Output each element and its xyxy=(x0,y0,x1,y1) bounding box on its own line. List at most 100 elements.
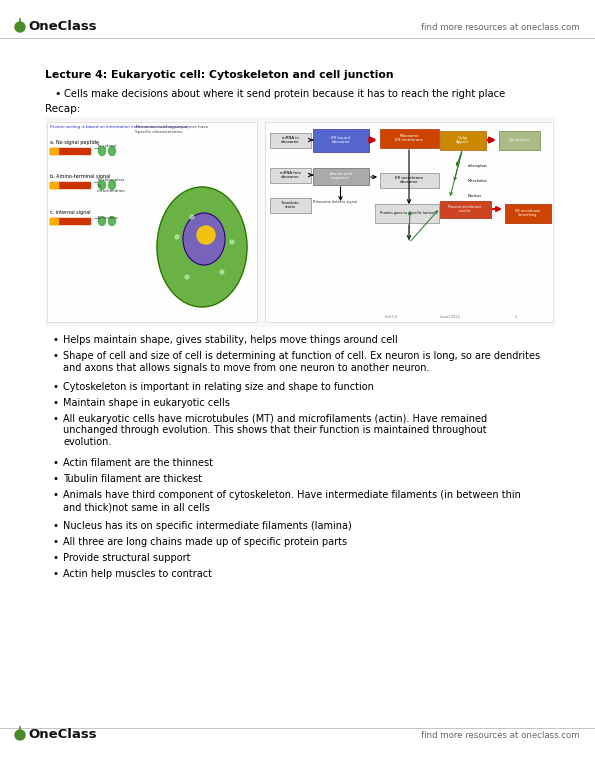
Text: ER bound
ribosome: ER bound ribosome xyxy=(331,136,350,144)
FancyBboxPatch shape xyxy=(270,168,311,182)
Text: Recap:: Recap: xyxy=(45,104,80,114)
Text: •: • xyxy=(52,381,58,391)
Text: •: • xyxy=(52,569,58,579)
FancyBboxPatch shape xyxy=(380,172,439,188)
Text: ER membrane
Something: ER membrane Something xyxy=(515,209,540,217)
Text: To chloroplast: To chloroplast xyxy=(97,178,124,182)
Text: Plasma membrane
vesicle: Plasma membrane vesicle xyxy=(449,205,481,213)
FancyBboxPatch shape xyxy=(270,132,311,148)
Text: Nucleus has its on specific intermediate filaments (lamina): Nucleus has its on specific intermediate… xyxy=(63,521,352,531)
Text: mRNA free
ribosome: mRNA free ribosome xyxy=(280,171,300,179)
FancyBboxPatch shape xyxy=(380,129,439,148)
Text: To nucleus: To nucleus xyxy=(97,216,118,220)
Text: Ribosome detects signal: Ribosome detects signal xyxy=(313,200,357,204)
Bar xyxy=(50,218,58,224)
Bar xyxy=(50,182,90,188)
Bar xyxy=(50,148,58,154)
Ellipse shape xyxy=(99,216,105,226)
Ellipse shape xyxy=(183,213,225,265)
Text: All three are long chains made up of specific protein parts: All three are long chains made up of spe… xyxy=(63,537,347,547)
Text: Shape of cell and size of cell is determining at function of cell. Ex neuron is : Shape of cell and size of cell is determ… xyxy=(63,351,540,373)
Text: Cells make decisions about where it send protein because it has to reach the rig: Cells make decisions about where it send… xyxy=(64,89,505,99)
Text: chloroplast: chloroplast xyxy=(468,164,487,168)
FancyBboxPatch shape xyxy=(440,200,490,217)
Circle shape xyxy=(220,270,224,274)
Text: →: → xyxy=(94,217,100,223)
Text: a. No signal peptide: a. No signal peptide xyxy=(50,140,99,145)
Text: Animals have third component of cytoskeleton. Have intermediate filaments (in be: Animals have third component of cytoskel… xyxy=(63,490,521,512)
Text: •: • xyxy=(52,553,58,563)
Text: To cytosol: To cytosol xyxy=(97,144,117,148)
Text: lec03.4: lec03.4 xyxy=(385,315,398,319)
Bar xyxy=(50,218,90,224)
Circle shape xyxy=(230,240,234,244)
Ellipse shape xyxy=(108,180,115,189)
Text: Amino acid sorting sequences have
Specific characteristics: Amino acid sorting sequences have Specif… xyxy=(135,125,208,134)
Ellipse shape xyxy=(99,146,105,156)
Ellipse shape xyxy=(108,216,115,226)
Text: •: • xyxy=(52,397,58,407)
FancyBboxPatch shape xyxy=(505,203,550,223)
Text: Nucleus: Nucleus xyxy=(468,194,481,198)
Text: •: • xyxy=(52,458,58,468)
Ellipse shape xyxy=(108,146,115,156)
Text: Golgi
Appart: Golgi Appart xyxy=(456,136,469,144)
Text: Actin filament are the thinnest: Actin filament are the thinnest xyxy=(63,458,213,468)
Text: Tubulin filament are thickest: Tubulin filament are thickest xyxy=(63,474,202,484)
FancyBboxPatch shape xyxy=(374,203,439,223)
Text: find more resources at oneclass.com: find more resources at oneclass.com xyxy=(421,731,580,739)
Text: OneClass: OneClass xyxy=(28,21,96,34)
Text: •: • xyxy=(52,490,58,500)
Text: •: • xyxy=(52,413,58,424)
FancyBboxPatch shape xyxy=(47,122,257,322)
FancyBboxPatch shape xyxy=(270,197,311,213)
Text: Mitochokia: Mitochokia xyxy=(468,179,487,183)
Text: •: • xyxy=(52,474,58,484)
Text: Protein sorting is based on information in the amino acid sequence;: Protein sorting is based on information … xyxy=(50,125,189,129)
Circle shape xyxy=(175,235,179,239)
Text: 1: 1 xyxy=(515,315,517,319)
Ellipse shape xyxy=(99,180,105,189)
Text: Maintain shape in eukaryotic cells: Maintain shape in eukaryotic cells xyxy=(63,397,230,407)
Text: •: • xyxy=(52,351,58,361)
Text: Helps maintain shape, gives stability, helps move things around cell: Helps maintain shape, gives stability, h… xyxy=(63,335,397,345)
Circle shape xyxy=(185,275,189,279)
FancyBboxPatch shape xyxy=(440,130,486,149)
Text: →: → xyxy=(94,147,100,153)
FancyBboxPatch shape xyxy=(312,168,368,185)
Circle shape xyxy=(190,215,194,219)
Text: •: • xyxy=(52,335,58,345)
FancyBboxPatch shape xyxy=(499,130,540,149)
Text: find more resources at oneclass.com: find more resources at oneclass.com xyxy=(421,22,580,32)
Text: Cytoplasm: Cytoplasm xyxy=(509,138,530,142)
Text: b. Amino-terminal signal: b. Amino-terminal signal xyxy=(50,174,111,179)
Text: •: • xyxy=(52,537,58,547)
Text: To
mitochondrion: To mitochondrion xyxy=(97,184,126,192)
Ellipse shape xyxy=(157,187,247,307)
Circle shape xyxy=(15,22,25,32)
Circle shape xyxy=(197,226,215,244)
Text: Lecture 4: Eukaryotic cell: Cytoskeleton and cell junction: Lecture 4: Eukaryotic cell: Cytoskeleton… xyxy=(45,70,394,80)
Text: Actin help muscles to contract: Actin help muscles to contract xyxy=(63,569,212,579)
Text: •: • xyxy=(52,521,58,531)
Bar xyxy=(50,148,90,154)
Text: OneClass: OneClass xyxy=(28,728,96,742)
Text: Ribosome
ER membrane: Ribosome ER membrane xyxy=(395,134,423,142)
Text: c. internal signal: c. internal signal xyxy=(50,210,90,215)
Text: mRNA in
ribosome: mRNA in ribosome xyxy=(281,136,299,144)
Text: ER membrane
ribosome: ER membrane ribosome xyxy=(395,176,423,184)
Text: Cytoskeleton is important in relating size and shape to function: Cytoskeleton is important in relating si… xyxy=(63,381,374,391)
Text: Israel 2014: Israel 2014 xyxy=(440,315,460,319)
Text: Amino acid
sequence: Amino acid sequence xyxy=(330,172,352,180)
Text: Provide structural support: Provide structural support xyxy=(63,553,190,563)
Text: Translate
starts: Translate starts xyxy=(281,201,299,209)
Bar xyxy=(50,182,58,188)
FancyBboxPatch shape xyxy=(265,122,553,322)
FancyBboxPatch shape xyxy=(312,129,368,152)
Text: •: • xyxy=(54,89,61,99)
Text: All eukaryotic cells have microtubules (MT) and microfilaments (actin). Have rem: All eukaryotic cells have microtubules (… xyxy=(63,413,487,447)
Circle shape xyxy=(15,730,25,740)
FancyBboxPatch shape xyxy=(45,117,555,327)
Text: →: → xyxy=(94,181,100,187)
Text: Protein goes to specific lumen: Protein goes to specific lumen xyxy=(380,211,434,215)
